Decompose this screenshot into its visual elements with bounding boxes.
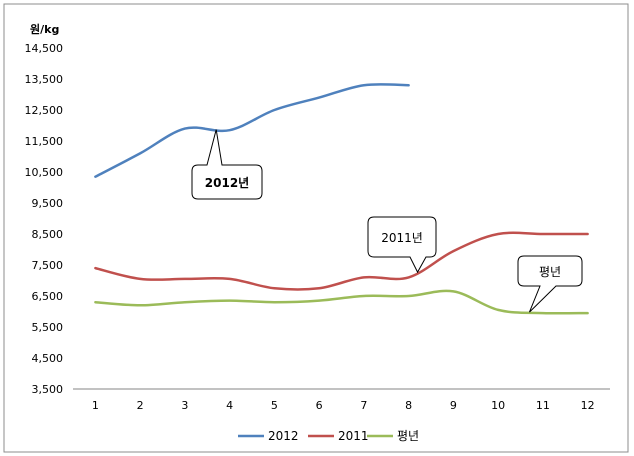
x-tick-label: 7	[360, 399, 367, 412]
y-tick-label: 6,500	[32, 290, 64, 303]
y-tick-label: 11,500	[25, 135, 64, 148]
legend-item-2011: 2011	[308, 429, 369, 443]
callout-평년: 평년	[517, 255, 583, 313]
y-tick-label: 13,500	[25, 73, 64, 86]
callout-2011: 2011년	[367, 216, 437, 274]
legend-label: 2011	[338, 429, 369, 443]
legend-label: 2012	[268, 429, 299, 443]
x-tick-label: 4	[226, 399, 233, 412]
chart-border	[3, 3, 629, 453]
x-tick-label: 10	[491, 399, 505, 412]
y-tick-label: 10,500	[25, 166, 64, 179]
x-tick-label: 5	[271, 399, 278, 412]
y-tick-label: 5,500	[32, 321, 64, 334]
callout-bubble	[191, 129, 263, 200]
x-tick-label: 6	[316, 399, 323, 412]
x-tick-label: 3	[181, 399, 188, 412]
callout-2012: 2012년	[191, 129, 263, 200]
x-tick-label: 2	[137, 399, 144, 412]
x-tick-label: 11	[536, 399, 550, 412]
x-tick-label: 8	[405, 399, 412, 412]
legend-label: 평년	[397, 429, 419, 443]
y-tick-label: 3,500	[32, 383, 64, 396]
series-lines	[94, 83, 589, 315]
x-axis-tick-labels: 1 2 3 4 5 6 7 8 9 10 11 12	[92, 399, 595, 412]
y-axis-unit-label: 원/kg	[30, 22, 59, 36]
x-tick-label: 1	[92, 399, 99, 412]
y-tick-label: 14,500	[25, 42, 64, 55]
legend: 2012 2011 평년	[238, 429, 419, 443]
y-tick-label: 9,500	[32, 197, 64, 210]
x-tick-label: 9	[450, 399, 457, 412]
y-tick-label: 12,500	[25, 104, 64, 117]
callout-label: 평년	[539, 265, 561, 279]
x-tick-label: 12	[581, 399, 595, 412]
y-tick-label: 8,500	[32, 228, 64, 241]
y-tick-label: 4,500	[32, 352, 64, 365]
callout-bubble	[367, 216, 437, 274]
legend-item-2012: 2012	[238, 429, 299, 443]
series-line-2011	[94, 231, 589, 291]
y-tick-label: 7,500	[32, 259, 64, 272]
legend-item-평년: 평년	[367, 429, 419, 443]
callout-label: 2012년	[205, 176, 249, 190]
callout-label: 2011년	[381, 231, 423, 245]
callout-bubble	[517, 255, 583, 313]
series-line-평년	[94, 289, 589, 315]
y-axis-tick-labels: 3,500 4,500 5,500 6,500 7,500 8,500 9,500 10,50…	[25, 42, 64, 396]
series-line-2012	[94, 83, 410, 178]
